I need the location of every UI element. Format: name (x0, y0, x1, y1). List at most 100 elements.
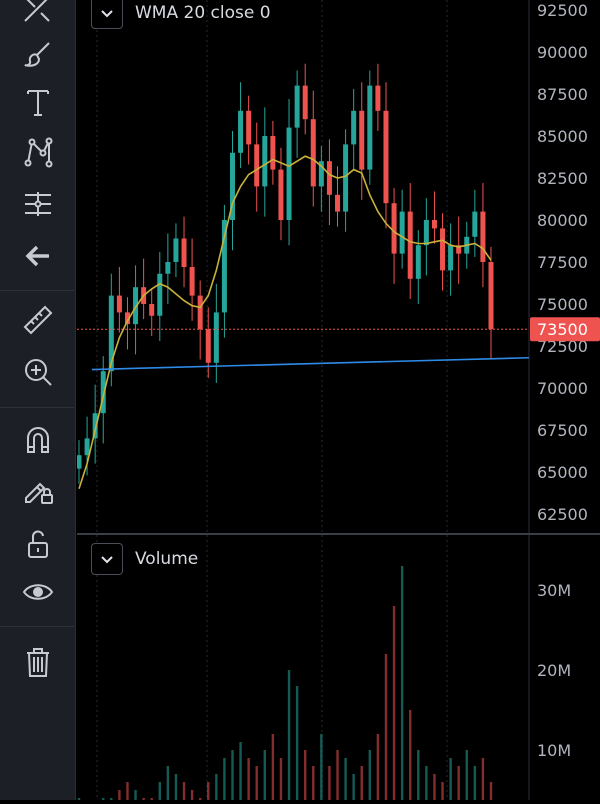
lock-drawing-icon[interactable] (0, 468, 76, 512)
volume-collapse-button[interactable] (91, 543, 123, 575)
volume-bar (166, 766, 170, 800)
candle-body (472, 211, 478, 237)
candle-body (399, 211, 405, 254)
volume-bar (328, 766, 331, 800)
zoom-in-icon[interactable] (0, 350, 76, 394)
candle-body (246, 110, 252, 145)
volume-tick-label: 20M (537, 661, 571, 680)
volume-bar (77, 798, 81, 800)
candle-body (124, 312, 130, 325)
candle-body (270, 136, 276, 170)
toolbar-separator (0, 626, 74, 627)
magnet-icon[interactable] (0, 418, 76, 462)
text-icon[interactable] (0, 80, 76, 124)
price-tick-label: 82500 (537, 169, 588, 188)
eye-icon[interactable] (0, 570, 76, 614)
legend-collapse-button[interactable] (91, 0, 123, 29)
candle-body (359, 110, 365, 170)
volume-bar (126, 782, 129, 800)
volume-bar (344, 758, 347, 800)
candle-body (335, 194, 341, 212)
price-tick-label: 80000 (537, 211, 588, 230)
candle-body (302, 85, 308, 120)
current-price-label: 73500 (537, 320, 588, 339)
candle-body (310, 119, 316, 187)
candle-body (221, 220, 227, 313)
unlock-icon[interactable] (0, 522, 76, 566)
volume-bar (481, 758, 485, 800)
current-price-badge (530, 317, 600, 342)
volume-bar (247, 758, 250, 800)
volume-bar (352, 774, 355, 800)
volume-bar (158, 782, 161, 800)
volume-bar (312, 766, 315, 800)
volume-tick-label: 30M (537, 581, 571, 600)
price-tick-label: 90000 (537, 43, 588, 62)
price-tick-label: 77500 (537, 253, 588, 272)
ruler-icon[interactable] (0, 298, 76, 342)
pattern-icon[interactable] (0, 130, 76, 174)
price-tick-label: 67500 (537, 421, 588, 440)
volume-bar (376, 734, 380, 800)
price-tick-label: 70000 (537, 379, 588, 398)
volume-bar (320, 734, 323, 800)
candle-body (423, 220, 429, 246)
volume-bar (409, 710, 412, 800)
pane-separator[interactable] (77, 533, 600, 535)
price-tick-label: 62500 (537, 505, 588, 524)
volume-bar (417, 750, 420, 800)
volume-bar (392, 606, 396, 800)
candle-body (480, 211, 486, 262)
candle-body (165, 262, 171, 274)
candle-body (326, 161, 332, 195)
volume-bar (239, 742, 242, 800)
candle-body (488, 262, 494, 330)
volume-bar (368, 750, 372, 800)
chevron-down-icon (101, 10, 113, 18)
chart-canvas[interactable]: 92500 90000 87500 85000 82500 80000 77500 75000… (76, 0, 600, 800)
candle-body (213, 312, 219, 363)
volume-bar (223, 758, 226, 800)
candle-body (262, 136, 268, 187)
volume-bar (110, 798, 113, 800)
volume-bar (255, 766, 258, 800)
candle-body (367, 85, 373, 170)
candle-body (391, 203, 397, 254)
price-tick-label: 85000 (537, 127, 588, 146)
trash-icon[interactable] (0, 640, 76, 684)
price-tick-label: 72500 (537, 337, 588, 356)
volume-bar (198, 798, 202, 800)
candle-body (318, 161, 324, 187)
candle-body (181, 238, 187, 268)
candle-body (189, 267, 195, 296)
back-arrow-icon[interactable] (0, 234, 76, 278)
volume-bar (473, 766, 477, 800)
candle-body (383, 110, 389, 204)
candle-body (116, 295, 122, 313)
volume-bar (102, 798, 105, 800)
price-tick-label: 92500 (537, 1, 588, 20)
trendline (91, 356, 530, 371)
candle-body (407, 211, 413, 279)
price-tick-label: 87500 (537, 85, 588, 104)
volume-bar (303, 750, 307, 800)
volume-bar (336, 750, 339, 800)
volume-bar (295, 686, 299, 800)
candle-body (100, 371, 106, 414)
volume-bar (207, 782, 210, 800)
candle-body (133, 287, 139, 325)
brush-icon[interactable] (0, 32, 76, 76)
crossline-tool-icon[interactable] (0, 0, 76, 30)
indicator-label: WMA 20 close 0 (135, 3, 271, 23)
volume-bar (279, 758, 283, 800)
volume-legend: Volume (91, 543, 198, 575)
chevron-down-icon (101, 556, 113, 564)
candle-body (229, 152, 235, 220)
prediction-icon[interactable] (0, 182, 76, 226)
chart-area[interactable]: 92500 90000 87500 85000 82500 80000 77500 75000… (76, 0, 600, 800)
candle-body (448, 245, 454, 271)
candle-body (238, 110, 244, 153)
candle-body (294, 85, 300, 128)
volume-bar (271, 734, 275, 800)
candle-body (456, 245, 462, 254)
